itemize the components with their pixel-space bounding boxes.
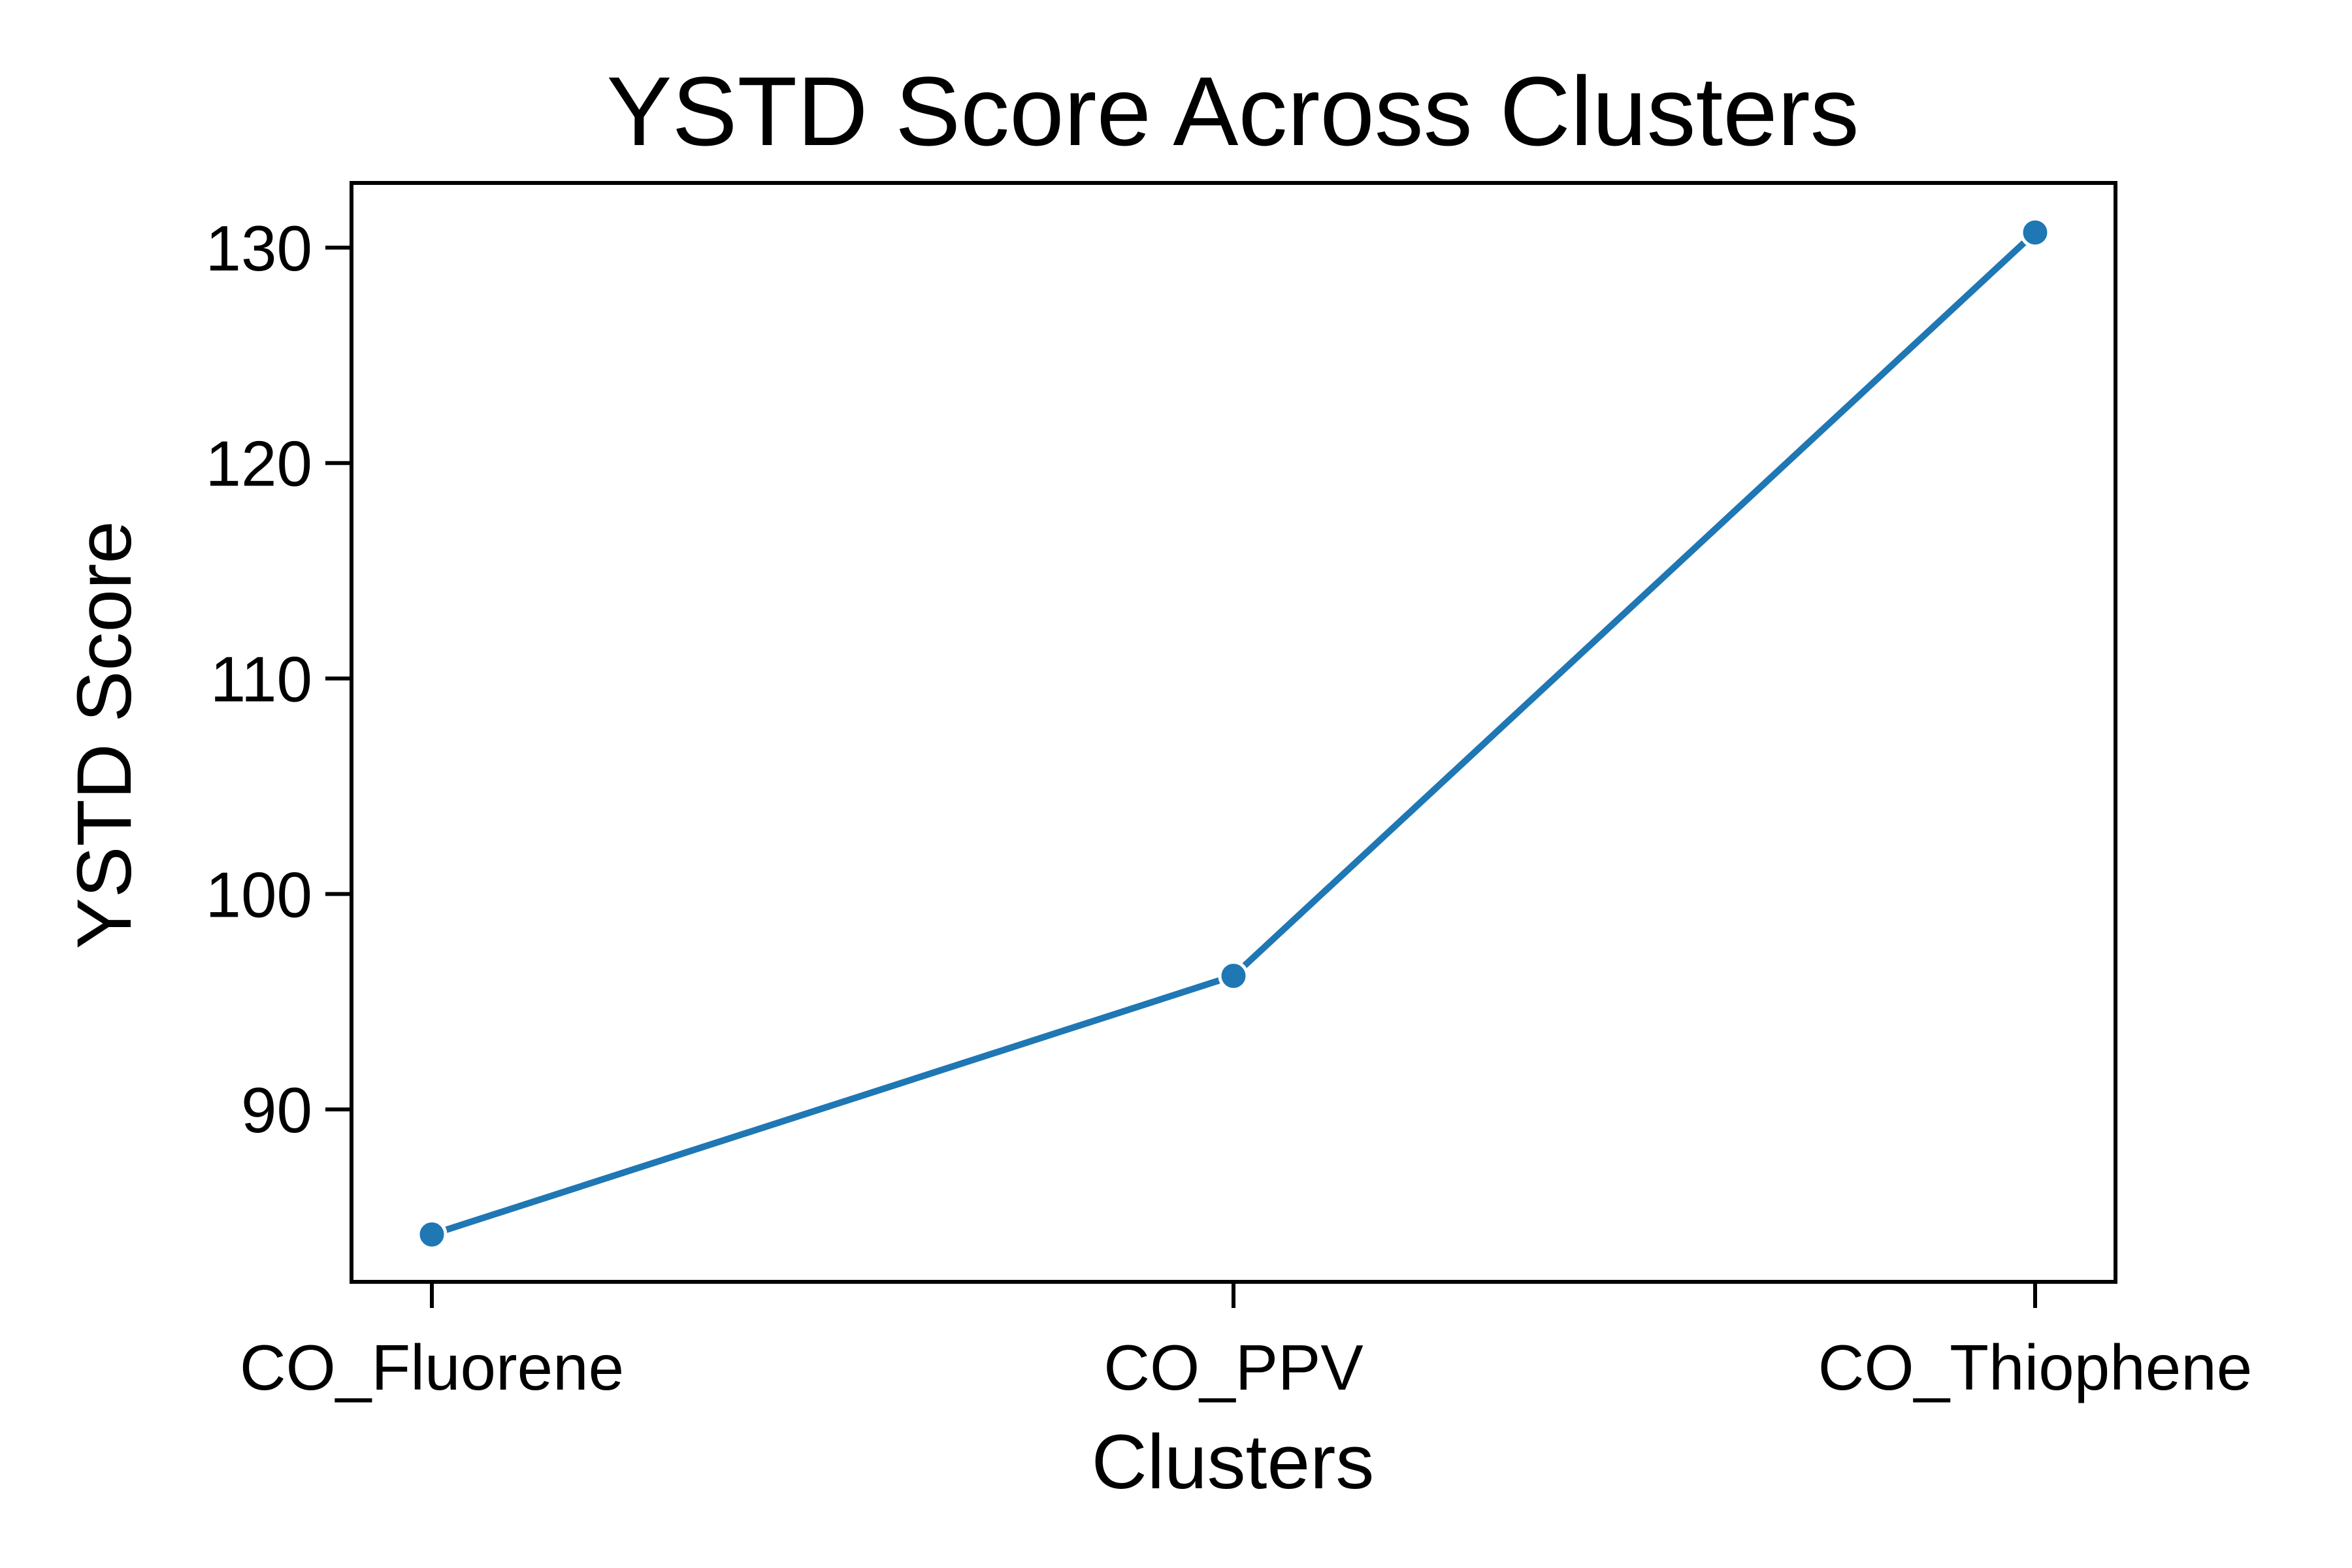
plot-frame <box>350 181 2117 1284</box>
y-tick-label: 90 <box>241 1074 312 1146</box>
x-tick-label: CO_Thiophene <box>1818 1331 2253 1403</box>
y-tick-label: 130 <box>205 212 312 284</box>
x-axis-ticks: CO_Fluorene CO_PPV CO_Thiophene <box>240 1282 2252 1403</box>
y-tick-label: 120 <box>205 428 312 500</box>
data-point <box>1218 960 1249 992</box>
x-tick-label: CO_PPV <box>1103 1331 1364 1403</box>
y-tick-label: 110 <box>210 644 312 715</box>
y-axis-ticks: 90 100 110 120 130 <box>205 212 351 1146</box>
data-point <box>2019 217 2051 248</box>
chart-title: YSTD Score Across Clusters <box>606 56 1859 166</box>
y-axis-label: YSTD Score <box>61 521 148 949</box>
series-layer <box>416 217 2051 1250</box>
data-point <box>416 1218 448 1250</box>
series-line <box>431 230 2038 1238</box>
x-axis-label: Clusters <box>1092 1419 1375 1505</box>
y-tick-label: 100 <box>205 858 312 930</box>
x-tick-label: CO_Fluorene <box>240 1331 624 1403</box>
